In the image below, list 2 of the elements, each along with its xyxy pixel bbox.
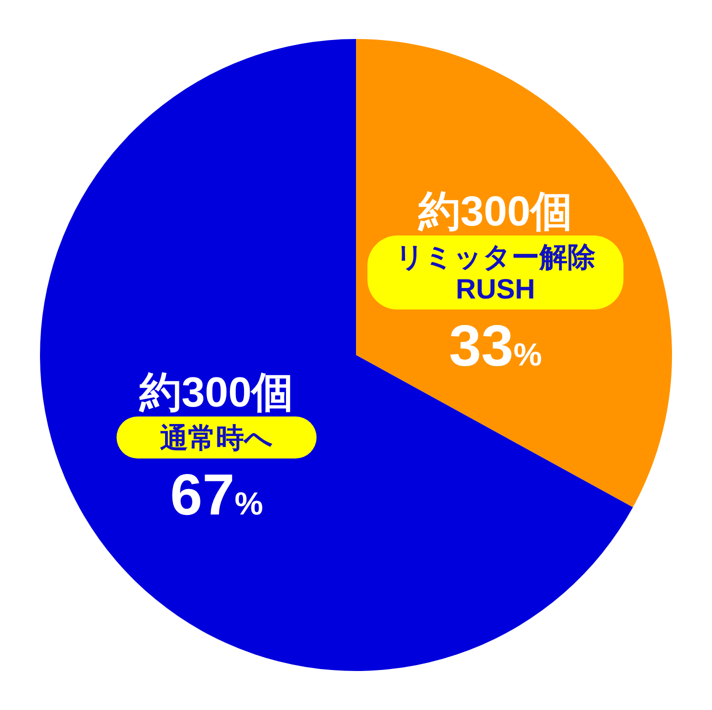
slice-label: リミッター解除 RUSH (395, 242, 596, 305)
slice-label: 通常時へ (160, 422, 274, 454)
